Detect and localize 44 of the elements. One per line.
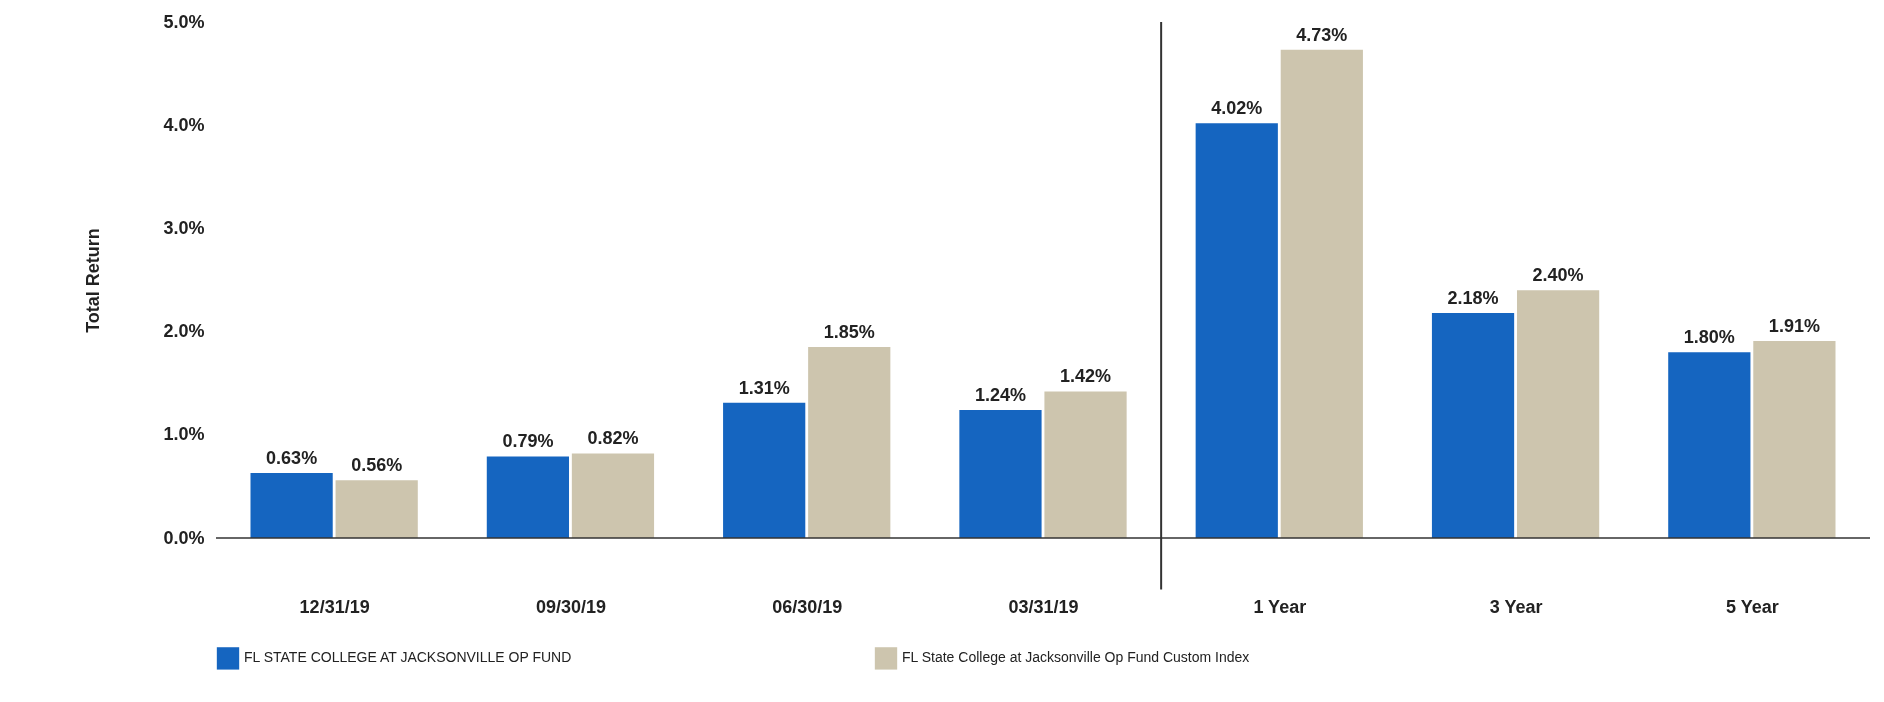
bar	[571, 453, 655, 538]
x-tick-label: 12/31/19	[299, 596, 370, 617]
y-tick-label: 5.0%	[163, 11, 205, 32]
legend-label: FL STATE COLLEGE AT JACKSONVILLE OP FUND	[244, 649, 572, 666]
x-tick-label: 1 Year	[1253, 596, 1307, 617]
legend-label: FL State College at Jacksonville Op Fund Custom Index	[902, 649, 1250, 666]
data-label: 4.02%	[1211, 98, 1263, 119]
data-label: 1.91%	[1768, 315, 1820, 336]
data-label: 0.79%	[502, 431, 554, 452]
y-tick-label: 2.0%	[163, 321, 205, 342]
data-label: 1.42%	[1060, 366, 1112, 387]
x-tick-label: 5 Year	[1725, 596, 1779, 617]
bar	[959, 410, 1042, 538]
data-label: 2.18%	[1447, 288, 1499, 309]
bar	[723, 402, 806, 538]
bar	[1753, 340, 1836, 538]
bar	[1431, 313, 1515, 538]
data-label: 1.85%	[823, 322, 875, 343]
bar	[1044, 391, 1127, 538]
y-tick-label: 1.0%	[163, 424, 205, 445]
data-label: 1.80%	[1683, 327, 1735, 348]
y-tick-label: 4.0%	[163, 114, 205, 135]
bar	[250, 472, 333, 538]
data-label: 1.31%	[738, 377, 790, 398]
x-tick-label: 03/31/19	[1008, 596, 1079, 617]
x-tick-label: 3 Year	[1489, 596, 1543, 617]
bar	[1668, 352, 1751, 538]
bar	[1195, 123, 1278, 538]
x-tick-label: 09/30/19	[535, 596, 606, 617]
bar	[486, 456, 570, 538]
data-label: 1.24%	[974, 385, 1026, 406]
y-axis-title: Total Return	[83, 228, 104, 333]
bar	[1516, 290, 1600, 538]
x-tick-label: 06/30/19	[772, 596, 843, 617]
data-label: 0.82%	[587, 428, 639, 449]
y-tick-label: 0.0%	[163, 527, 205, 548]
bar	[335, 480, 418, 538]
y-tick-label: 3.0%	[163, 217, 205, 238]
data-label: 4.73%	[1296, 24, 1348, 45]
data-label: 0.63%	[266, 447, 318, 468]
bar	[808, 347, 891, 538]
data-label: 2.40%	[1532, 265, 1584, 286]
bar	[1280, 49, 1363, 538]
data-label: 0.56%	[351, 455, 403, 476]
